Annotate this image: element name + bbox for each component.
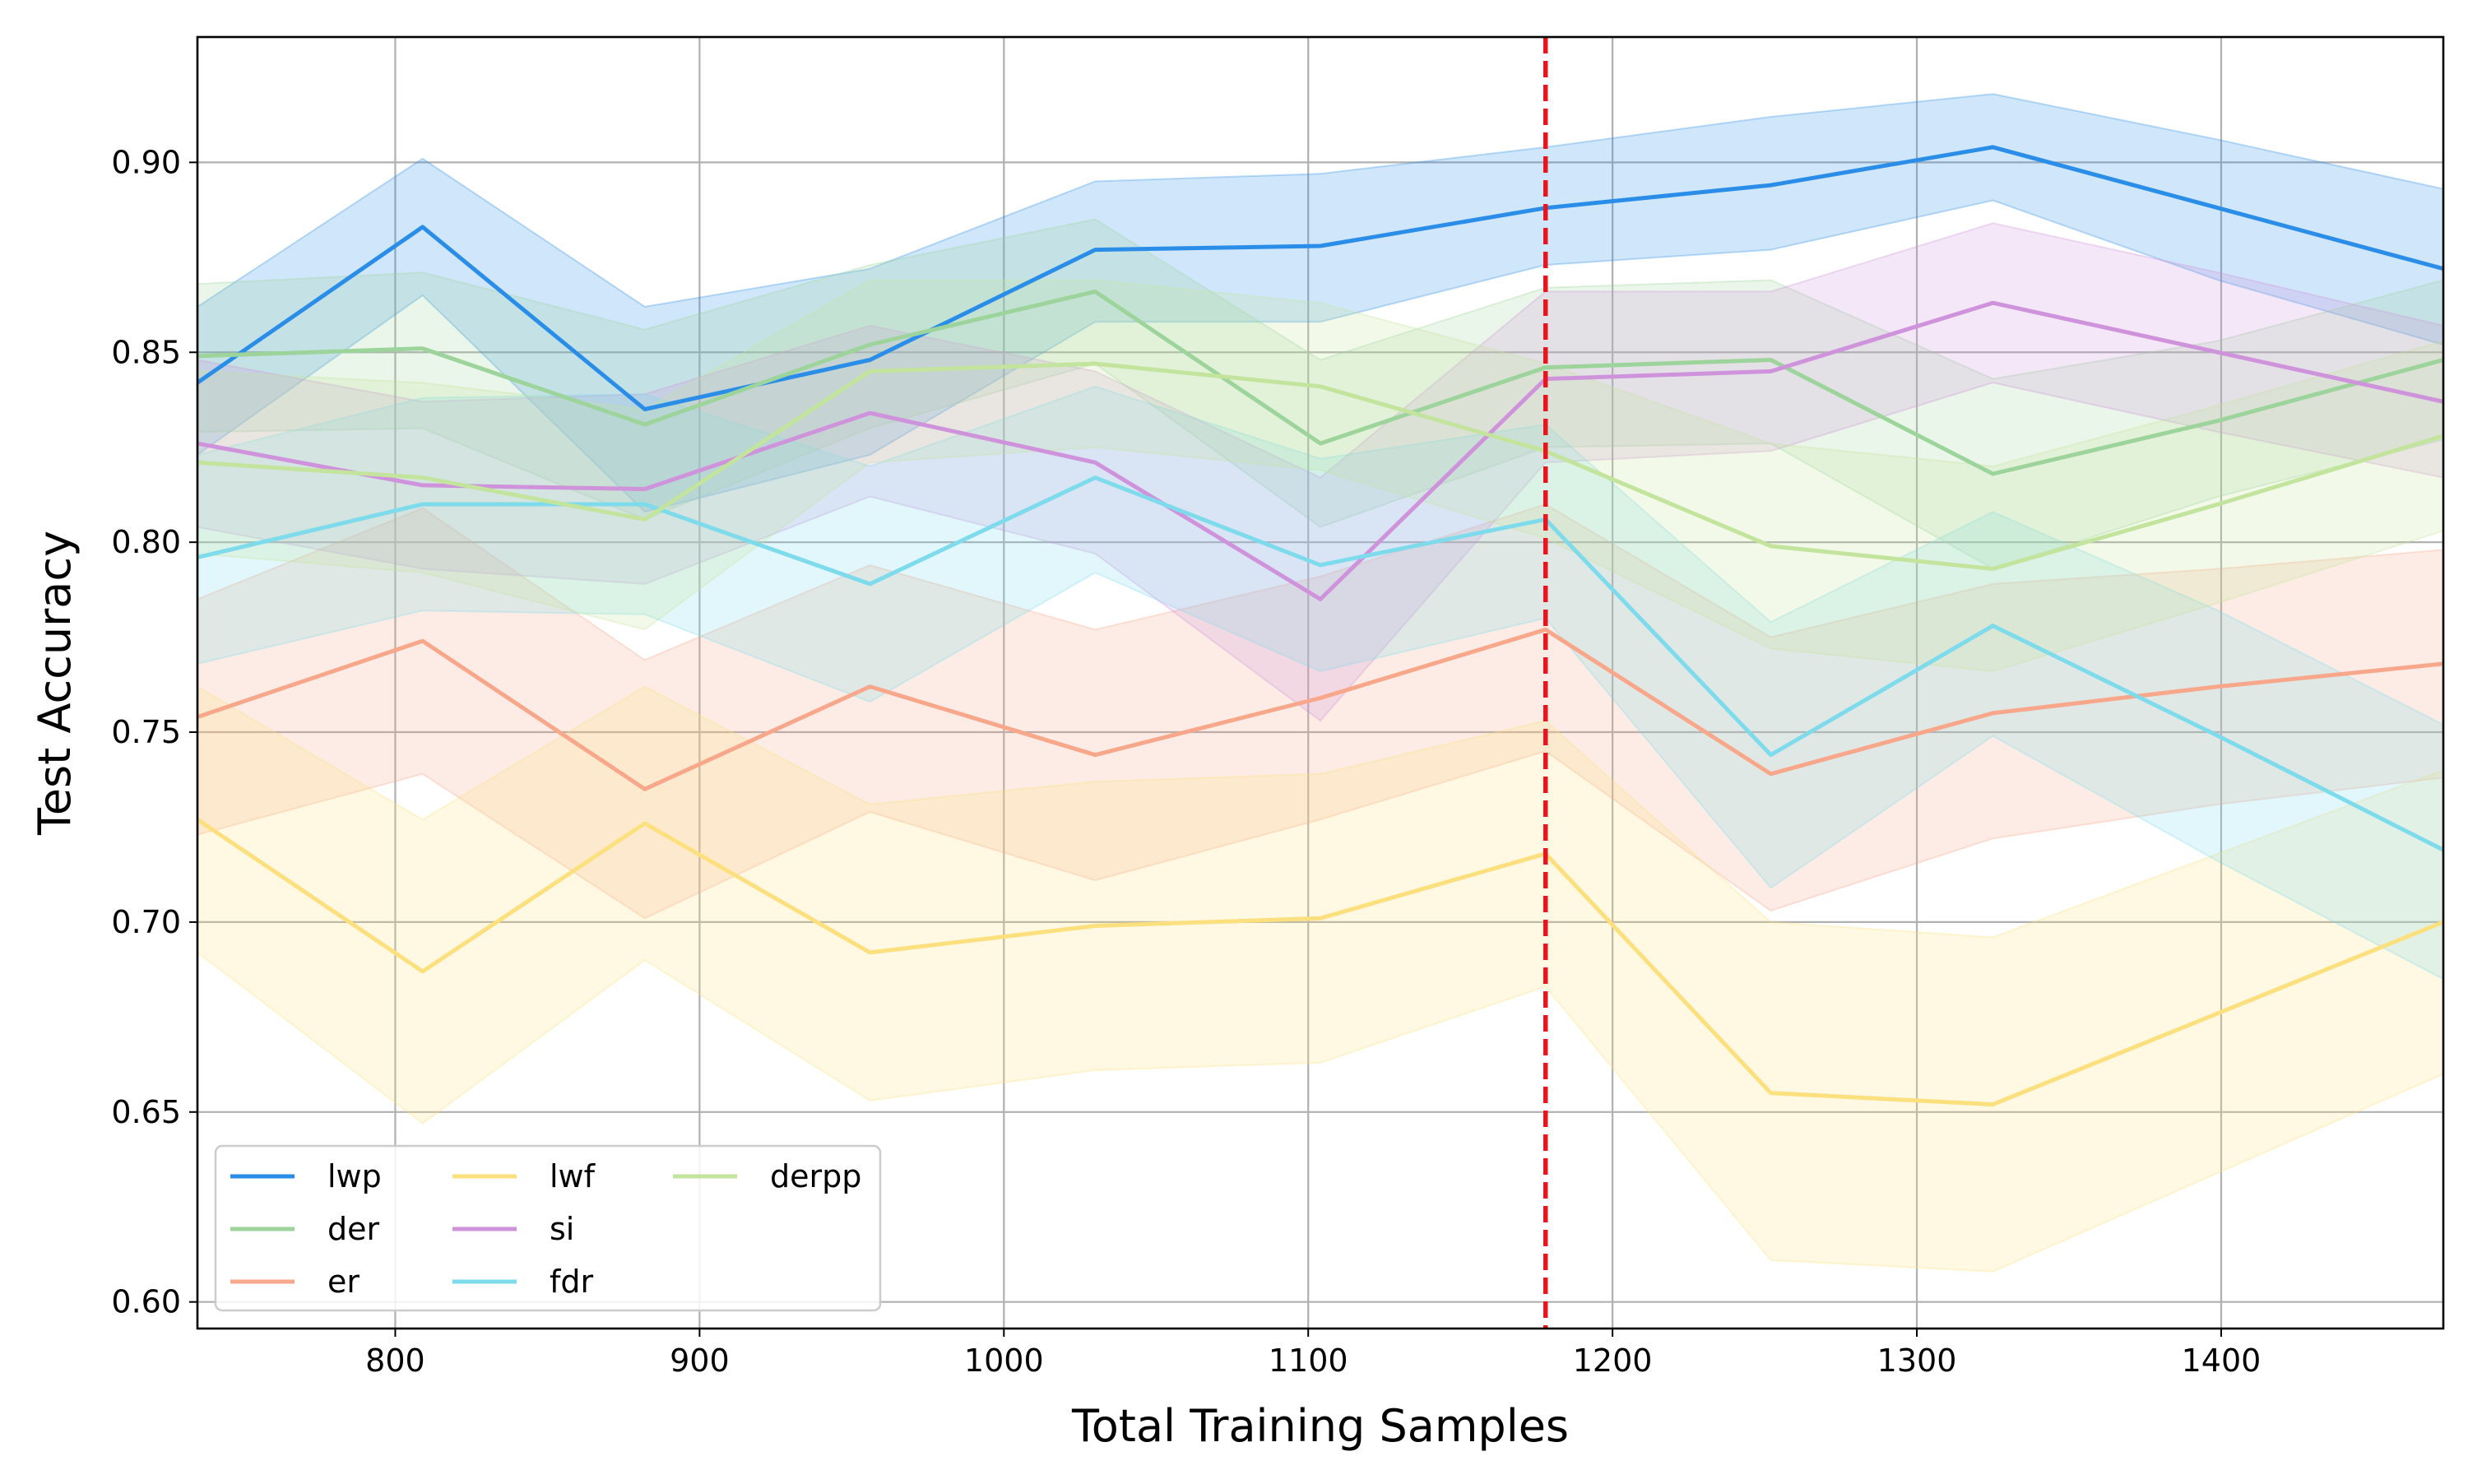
band-der — [197, 218, 2443, 570]
y-tick-label: 0.65 — [111, 1094, 181, 1130]
line-derpp — [197, 361, 2443, 571]
legend-label-er: er — [327, 1264, 360, 1300]
line-lwf — [197, 817, 2443, 1107]
y-axis-title: Test Accuracy — [29, 531, 81, 836]
y-tick-label: 0.70 — [111, 904, 181, 940]
y-tick-label: 0.90 — [111, 144, 181, 180]
legend-label-lwp: lwp — [327, 1158, 382, 1194]
band-fdr — [197, 385, 2443, 981]
legend-label-der: der — [327, 1211, 380, 1247]
band-si — [197, 222, 2443, 722]
x-axis-title: Total Training Samples — [1071, 1400, 1569, 1452]
y-tick-label: 0.85 — [111, 334, 181, 370]
x-tick-label: 1200 — [1573, 1343, 1653, 1379]
x-tick-label: 1400 — [2182, 1343, 2262, 1379]
axis-ticks: 800 900 1000 1100 1200 1300 1400 0.60 0.65 0.70 0.… — [111, 144, 2261, 1379]
confidence-bands — [197, 93, 2443, 1273]
legend: lwp der er lwf si fdr derpp — [214, 1144, 882, 1312]
y-tick-label: 0.80 — [111, 524, 181, 560]
line-der — [197, 289, 2443, 476]
legend-label-si: si — [550, 1211, 574, 1247]
band-lwp — [197, 93, 2443, 513]
plot-frame — [196, 35, 2445, 1330]
band-er — [197, 503, 2443, 920]
x-tick-label: 800 — [365, 1343, 425, 1379]
line-er — [197, 627, 2443, 791]
legend-label-lwf: lwf — [550, 1158, 596, 1194]
series-lines — [197, 145, 2443, 1107]
y-tick-label: 0.75 — [111, 714, 181, 750]
band-derpp — [197, 279, 2443, 673]
x-tick-label: 1100 — [1269, 1343, 1348, 1379]
x-tick-label: 1000 — [964, 1343, 1044, 1379]
y-tick-label: 0.60 — [111, 1284, 181, 1320]
band-lwf — [197, 685, 2443, 1273]
line-si — [197, 300, 2443, 601]
x-tick-label: 900 — [670, 1343, 730, 1379]
legend-box — [214, 1144, 882, 1312]
legend-label-fdr: fdr — [550, 1264, 593, 1300]
line-lwp — [197, 145, 2443, 411]
x-tick-label: 1300 — [1877, 1343, 1957, 1379]
legend-label-derpp: derpp — [770, 1158, 861, 1194]
